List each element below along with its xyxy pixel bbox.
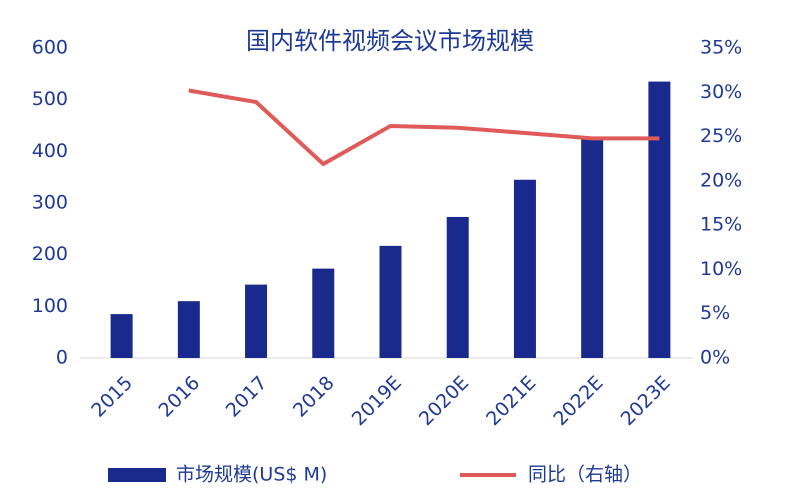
x-tick-label: 2019E xyxy=(348,372,406,430)
bar xyxy=(581,138,604,358)
y-tick-label: 200 xyxy=(32,243,68,265)
y2-tick-label: 20% xyxy=(700,169,742,191)
y2-tick-label: 30% xyxy=(700,81,742,103)
y2-tick-label: 25% xyxy=(700,125,742,147)
y-tick-label: 0 xyxy=(56,347,68,369)
bar xyxy=(177,301,200,358)
chart-title: 国内软件视频会议市场规模 xyxy=(246,27,534,55)
x-tick-label: 2021E xyxy=(482,372,540,430)
bar xyxy=(245,284,268,358)
y-tick-label: 300 xyxy=(32,192,68,214)
x-tick-label: 2022E xyxy=(549,372,607,430)
legend-label: 同比（右轴） xyxy=(528,464,642,486)
y2-tick-label: 5% xyxy=(700,302,730,324)
y2-tick-label: 15% xyxy=(700,214,742,236)
y2-tick-label: 0% xyxy=(700,347,730,369)
x-tick-label: 2018 xyxy=(289,372,339,422)
x-tick-label: 2015 xyxy=(87,372,137,422)
bar xyxy=(379,245,402,358)
y2-tick-label: 10% xyxy=(700,258,742,280)
bar xyxy=(513,179,536,358)
y-tick-label: 400 xyxy=(32,140,68,162)
legend-label: 市场规模(US$ M) xyxy=(176,464,327,486)
y2-tick-label: 35% xyxy=(700,37,742,59)
x-tick-label: 2020E xyxy=(415,372,473,430)
legend-swatch xyxy=(108,468,166,482)
x-tick-label: 2017 xyxy=(222,372,272,422)
line xyxy=(188,88,660,167)
bar xyxy=(648,81,671,358)
x-tick-label: 2016 xyxy=(155,372,205,422)
x-tick-label: 2023E xyxy=(617,372,675,430)
bar xyxy=(446,216,469,358)
bar xyxy=(312,268,335,358)
y-tick-label: 500 xyxy=(32,88,68,110)
bar xyxy=(110,314,133,358)
y-tick-label: 600 xyxy=(32,37,68,59)
y-tick-label: 100 xyxy=(32,295,68,317)
